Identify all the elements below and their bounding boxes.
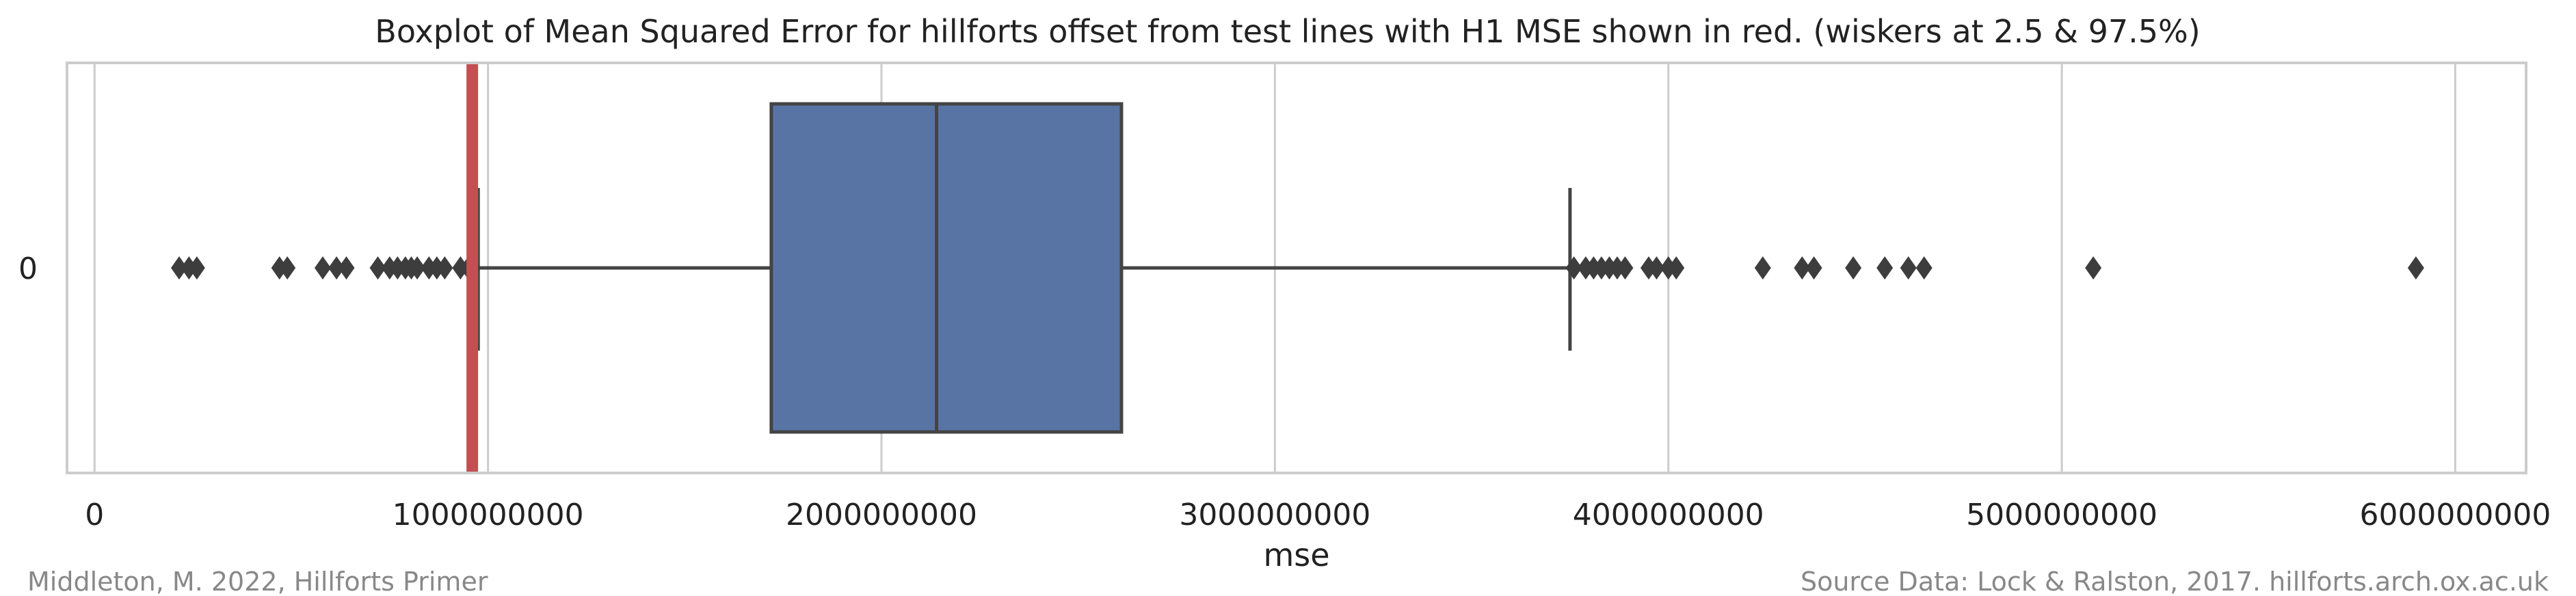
outlier-point <box>1648 256 1665 280</box>
outlier-point <box>170 256 187 280</box>
footer-credit: Middleton, M. 2022, Hillforts Primer <box>27 567 488 596</box>
outlier-point <box>369 256 386 280</box>
interquartile-box <box>769 102 1124 434</box>
x-tick-label: 2000000000 <box>786 498 977 532</box>
outlier-point <box>1805 256 1822 280</box>
x-tick-label: 0 <box>85 498 104 532</box>
outlier-point <box>1915 256 1933 280</box>
outlier-points <box>170 256 2424 280</box>
outlier-point <box>314 256 331 280</box>
plot-frame <box>66 62 2527 474</box>
x-tick-label: 6000000000 <box>2359 498 2551 532</box>
outlier-point <box>1845 256 1862 280</box>
outlier-point <box>2407 256 2424 280</box>
outlier-point <box>188 256 205 280</box>
outlier-point <box>1900 256 1917 280</box>
outlier-point <box>1565 256 1582 280</box>
outlier-point <box>1668 256 1685 280</box>
outlier-point <box>1876 256 1894 280</box>
x-tick-label: 3000000000 <box>1179 498 1370 532</box>
chart-title: Boxplot of Mean Squared Error for hillfo… <box>375 13 2200 50</box>
outlier-point <box>1794 256 1811 280</box>
x-tick-label: 1000000000 <box>393 498 584 532</box>
x-axis-label: mse <box>1263 537 1329 573</box>
x-tick-label: 4000000000 <box>1573 498 1764 532</box>
outlier-point <box>338 256 355 280</box>
outlier-point <box>2085 256 2102 280</box>
footer-source: Source Data: Lock & Ralston, 2017. hillf… <box>1801 567 2549 596</box>
outlier-point <box>409 256 426 280</box>
outlier-point <box>1754 256 1771 280</box>
outlier-point <box>1617 256 1634 280</box>
box <box>769 102 1124 434</box>
x-tick-label: 5000000000 <box>1966 498 2157 532</box>
outlier-point <box>436 256 453 280</box>
y-tick-label: 0 <box>18 252 38 286</box>
outlier-point <box>279 256 296 280</box>
outlier-point <box>328 256 345 280</box>
x-tick-labels: 0 1000000000 2000000000 3000000000 400000000… <box>85 498 2551 532</box>
